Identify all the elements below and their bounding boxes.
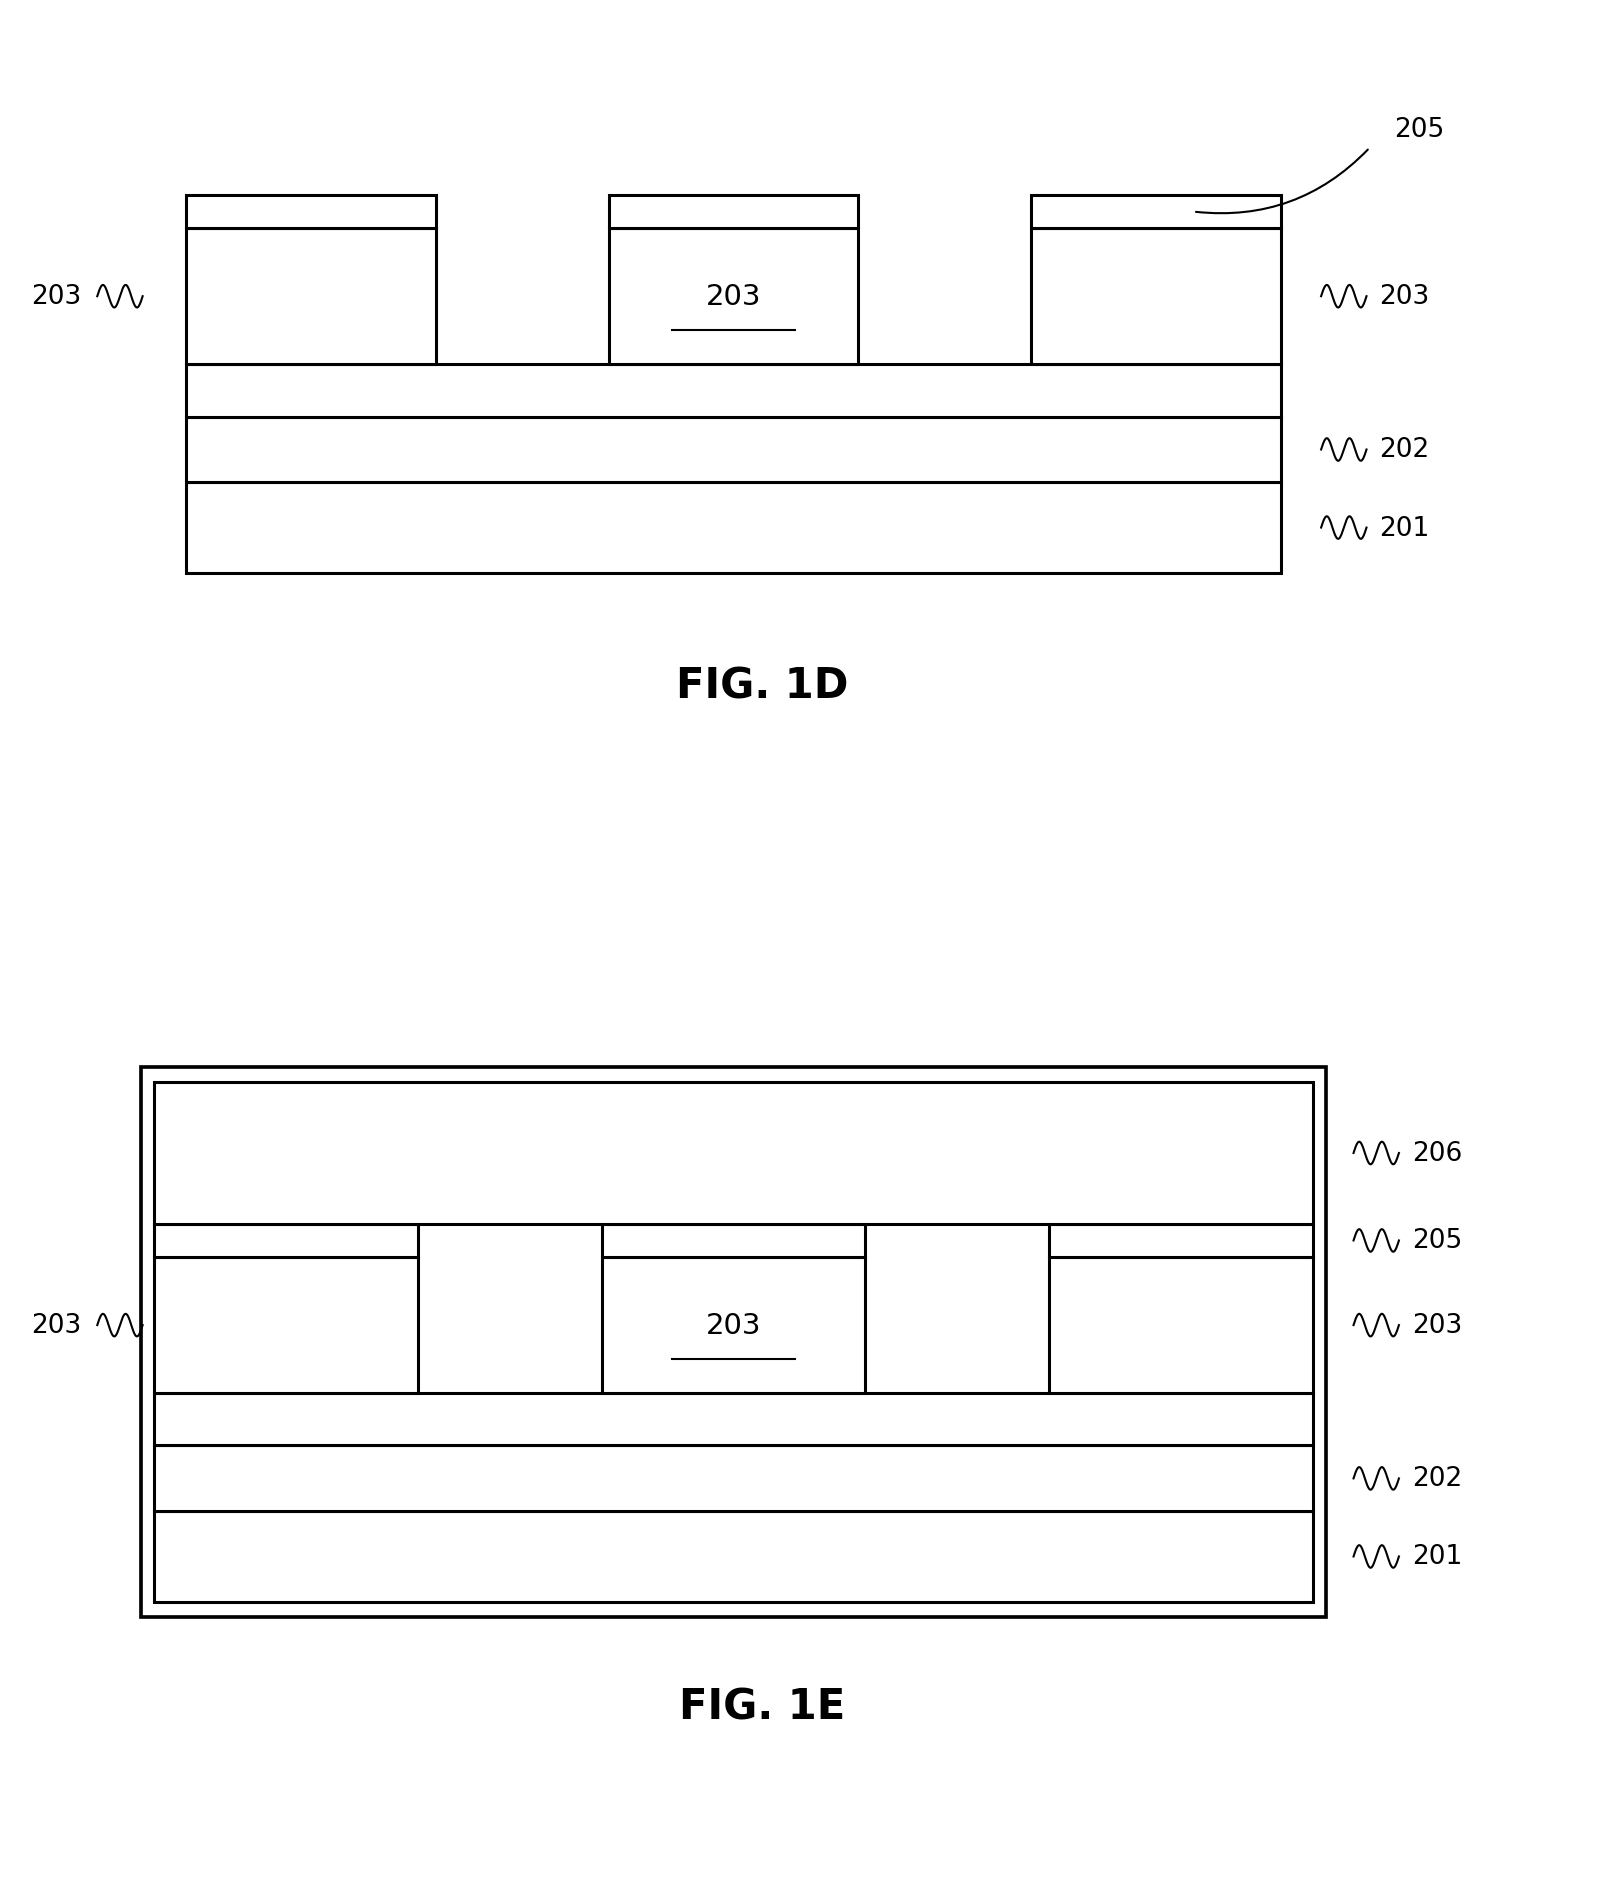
Text: 205: 205	[1412, 1228, 1462, 1254]
Bar	[1031, 229, 1281, 365]
Bar	[601, 1258, 866, 1393]
Bar	[608, 196, 859, 229]
Bar	[154, 1258, 418, 1393]
Bar	[1031, 196, 1281, 229]
Text: 202: 202	[1379, 438, 1430, 462]
Text: 203: 203	[705, 284, 762, 310]
Text: 203: 203	[1379, 284, 1430, 310]
Bar	[186, 229, 436, 365]
Bar	[1049, 1258, 1313, 1393]
Bar	[154, 1512, 1313, 1602]
Bar	[141, 1068, 1326, 1617]
Text: 205: 205	[1394, 117, 1444, 143]
Text: 203: 203	[705, 1312, 762, 1339]
Bar	[1049, 1224, 1313, 1258]
Bar	[186, 483, 1281, 573]
Bar	[154, 1446, 1313, 1512]
Text: FIG. 1D: FIG. 1D	[676, 666, 848, 707]
Text: 202: 202	[1412, 1466, 1462, 1491]
Text: 206: 206	[1412, 1141, 1462, 1166]
Bar	[154, 1393, 1313, 1446]
Text: 203: 203	[1412, 1312, 1462, 1339]
Text: FIG. 1E: FIG. 1E	[679, 1686, 845, 1728]
Bar	[154, 1224, 418, 1258]
Bar	[186, 365, 1281, 417]
Bar	[186, 196, 436, 229]
Bar	[601, 1224, 866, 1258]
Bar	[154, 1083, 1313, 1224]
Bar	[186, 417, 1281, 483]
Text: 201: 201	[1379, 515, 1430, 541]
Text: 201: 201	[1412, 1543, 1462, 1570]
Text: 203: 203	[31, 284, 81, 310]
Bar	[608, 229, 859, 365]
Text: 203: 203	[31, 1312, 81, 1339]
